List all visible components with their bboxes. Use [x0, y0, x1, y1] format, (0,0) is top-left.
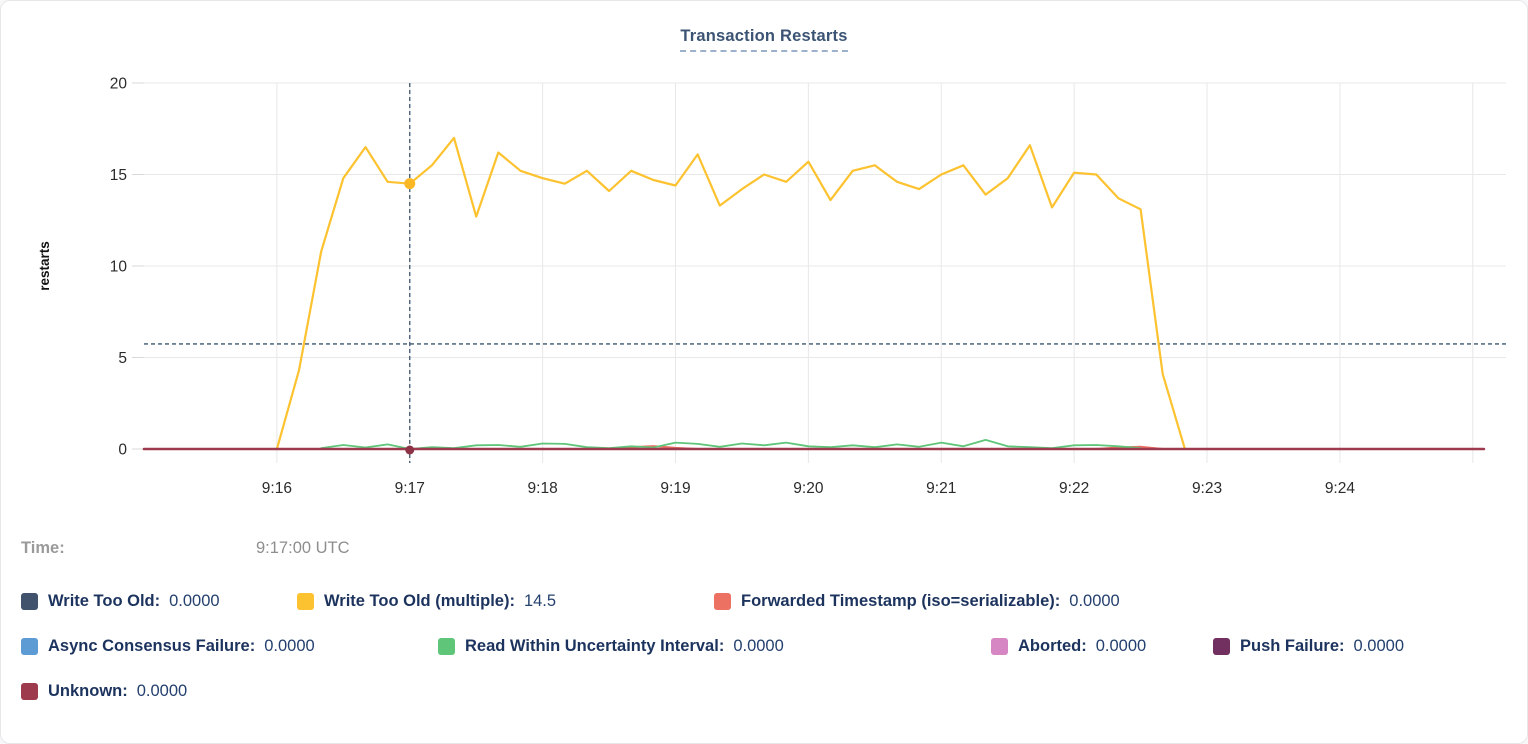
legend-item-push-failure: Push Failure: 0.0000: [1213, 637, 1404, 656]
time-label: Time:: [21, 539, 65, 557]
legend-value-write-too-old-multiple: 14.5: [523, 591, 557, 610]
legend-row-2: Async Consensus Failure: 0.0000 Read Withi…: [21, 636, 1404, 656]
chart-title-bar: Transaction Restarts: [1, 27, 1527, 52]
legend-value-unknown: 0.0000: [136, 681, 188, 700]
x-tick-label-9-23: 9:23: [1192, 480, 1222, 497]
x-tick-label-9-24: 9:24: [1325, 480, 1356, 497]
legend-value-forwarded-timestamp-iso-serializable: 0.0000: [1069, 591, 1120, 610]
legend-swatch-unknown: [21, 682, 38, 700]
legend-swatch-aborted: [991, 637, 1008, 655]
y-tick-label-5: 5: [118, 350, 127, 367]
legend-row-1: Write Too Old: 0.0000 Write Too Old (multi…: [21, 591, 1120, 611]
legend-value-push-failure: 0.0000: [1353, 636, 1404, 655]
legend-swatch-write-too-old-multiple: [297, 592, 314, 610]
x-tick-label-9-16: 9:16: [262, 480, 292, 497]
hover-dot-unknown: [405, 445, 415, 455]
legend-label-write-too-old-multiple: Write Too Old (multiple):: [324, 591, 515, 610]
legend-swatch-forwarded-timestamp-iso-serializable: [714, 592, 731, 610]
legend-label-push-failure: Push Failure:: [1240, 636, 1345, 655]
x-tick-label-9-18: 9:18: [528, 480, 558, 497]
y-axis-label: restarts: [37, 241, 52, 291]
legend-value-write-too-old: 0.0000: [169, 591, 220, 610]
legend-value-read-within-uncertainty-interval: 0.0000: [733, 636, 784, 655]
y-tick-label-0: 0: [118, 442, 127, 459]
chart-title[interactable]: Transaction Restarts: [680, 27, 848, 52]
legend-swatch-read-within-uncertainty-interval: [438, 637, 455, 655]
legend-item-read-within-uncertainty-interval: Read Within Uncertainty Interval: 0.0000: [438, 637, 991, 656]
legend-item-forwarded-timestamp-iso-serializable: Forwarded Timestamp (iso=serializable): 0…: [714, 592, 1120, 611]
x-tick-label-9-20: 9:20: [793, 480, 824, 497]
y-tick-label-10: 10: [110, 259, 128, 276]
hover-dot-write-too-old-multiple: [404, 178, 416, 190]
legend-label-aborted: Aborted:: [1018, 636, 1087, 655]
x-tick-label-9-21: 9:21: [926, 480, 956, 497]
time-value: 9:17:00 UTC: [256, 539, 350, 557]
y-tick-label-15: 15: [110, 167, 127, 184]
legend-swatch-async-consensus-failure: [21, 637, 38, 655]
y-tick-label-20: 20: [110, 76, 128, 93]
legend-label-async-consensus-failure: Async Consensus Failure:: [48, 636, 256, 655]
series-line-write-too-old-multiple: [275, 136, 1187, 451]
legend-item-write-too-old-multiple: Write Too Old (multiple): 14.5: [297, 592, 714, 611]
x-tick-label-9-22: 9:22: [1059, 480, 1089, 497]
legend-value-aborted: 0.0000: [1095, 636, 1147, 655]
legend-item-async-consensus-failure: Async Consensus Failure: 0.0000: [21, 637, 438, 656]
line-chart[interactable]: 0 5 10 15 20 9:16 9:17 9:18 9:19 9:20 9:21 9:22 9:23…: [1, 1, 1528, 526]
legend-item-write-too-old: Write Too Old: 0.0000: [21, 592, 297, 611]
legend-item-unknown: Unknown: 0.0000: [21, 682, 187, 701]
legend-label-unknown: Unknown:: [48, 681, 128, 700]
x-tick-label-9-17: 9:17: [395, 480, 425, 497]
legend-value-async-consensus-failure: 0.0000: [264, 636, 315, 655]
x-tick-label-9-19: 9:19: [660, 480, 690, 497]
legend-label-write-too-old: Write Too Old:: [48, 591, 161, 610]
legend-item-aborted: Aborted: 0.0000: [991, 637, 1213, 656]
series-line-read-within-uncertainty-interval: [320, 438, 1142, 450]
legend-swatch-write-too-old: [21, 592, 38, 610]
legend-label-read-within-uncertainty-interval: Read Within Uncertainty Interval:: [465, 636, 725, 655]
legend-row-3: Unknown: 0.0000: [21, 681, 187, 701]
legend-swatch-push-failure: [1213, 637, 1230, 655]
legend-label-forwarded-timestamp-iso-serializable: Forwarded Timestamp (iso=serializable):: [741, 591, 1061, 610]
